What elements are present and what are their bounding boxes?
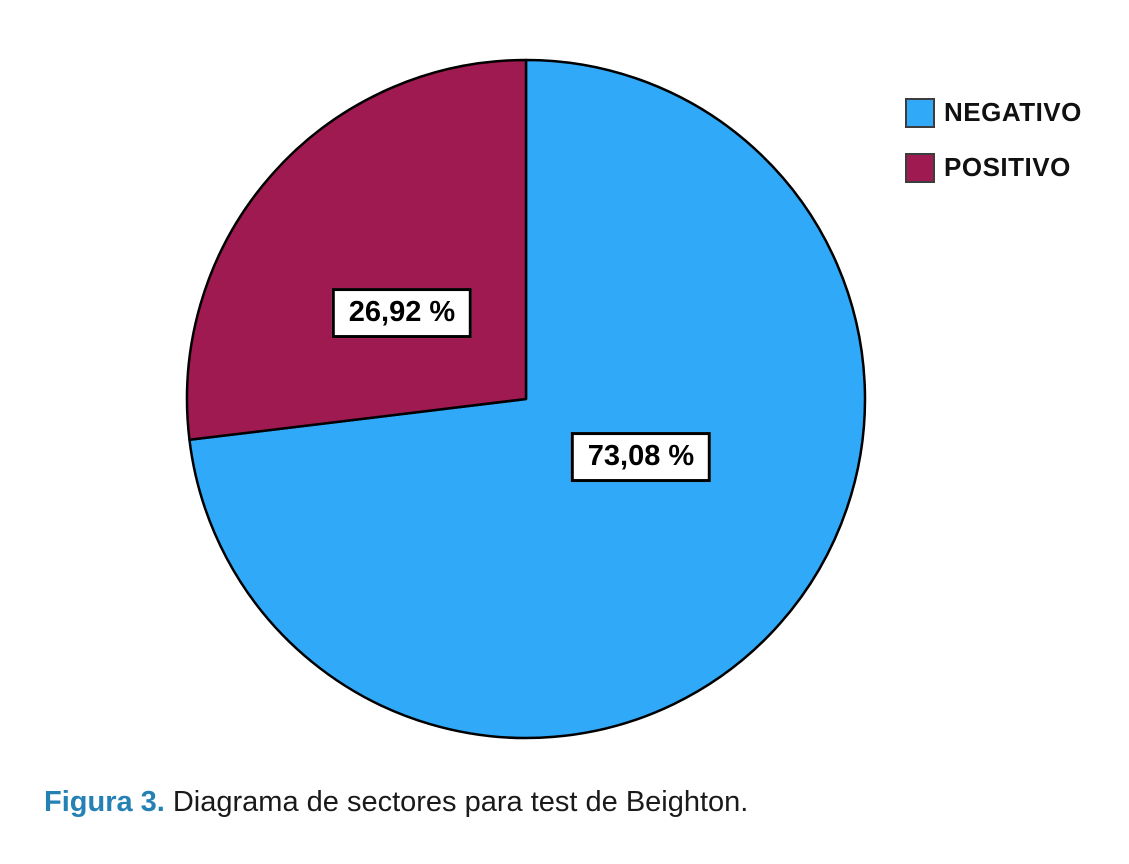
slice-label-positivo: 26,92 %: [331, 288, 473, 338]
legend-label-negativo: NEGATIVO: [944, 97, 1082, 127]
legend-swatch-positivo: [905, 152, 935, 183]
figure-caption-label: Figura 3.: [44, 786, 165, 818]
legend: NEGATIVO POSITIVO: [905, 97, 1082, 183]
pie-slice-positivo: [185, 58, 528, 442]
legend-swatch-negativo: [905, 97, 935, 128]
slice-label-negativo: 73,08 %: [570, 432, 712, 482]
figure-caption-text: Diagrama de sectores para test de Beight…: [172, 786, 749, 818]
figure-caption: Figura 3. Diagrama de sectores para test …: [44, 786, 748, 819]
legend-item-positivo: POSITIVO: [905, 152, 1082, 183]
legend-label-positivo: POSITIVO: [944, 152, 1071, 182]
pie-chart: [185, 58, 867, 740]
legend-item-negativo: NEGATIVO: [905, 97, 1082, 128]
